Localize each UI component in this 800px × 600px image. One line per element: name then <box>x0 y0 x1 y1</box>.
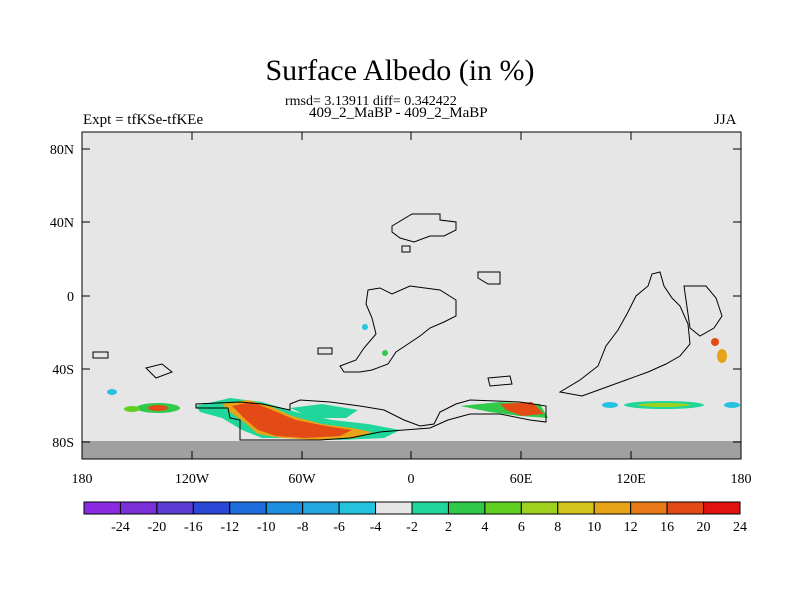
colorbar-label: 8 <box>554 520 561 535</box>
x-tick-label: 180 <box>72 472 93 487</box>
anomaly-region-indian-west <box>602 402 618 408</box>
colorbar: -24 -20 -16 -12 -10 -8 -6 -4 -2 2 4 6 8 10 12 16 20 24 <box>83 501 747 535</box>
colorbar-swatch <box>666 501 705 515</box>
anomaly-region-antarctica-core <box>232 402 352 438</box>
anomaly-region-south-indian-core <box>638 403 690 407</box>
anomaly-region-south-america-south <box>382 350 388 356</box>
colorbar-swatch <box>156 501 194 515</box>
pacific-island-outline <box>145 363 173 379</box>
colorbar-label: 16 <box>660 520 674 535</box>
coastlines <box>92 213 723 441</box>
antarctica-outline <box>195 399 547 441</box>
y-tick-label: 80N <box>50 143 74 158</box>
y-tick-label: 80S <box>52 436 74 451</box>
colorbar-swatch <box>593 501 632 515</box>
x-tick-label: 60W <box>288 472 316 487</box>
colorbar-label: 4 <box>481 520 488 535</box>
colorbar-label: 20 <box>697 520 711 535</box>
experiment-label: Expt = tfKSe-tfKEe <box>83 112 204 128</box>
axis-ticks <box>81 132 742 459</box>
anomaly-region-indian-east <box>724 402 740 408</box>
colorbar-label: -20 <box>148 520 167 535</box>
colorbar-swatch <box>484 501 522 515</box>
colorbar-label: 12 <box>624 520 638 535</box>
anomaly-region-weddell <box>290 404 358 418</box>
colorbar-swatch <box>265 501 304 515</box>
stats-text: rmsd= 3.13911 diff= 0.342422 <box>285 94 457 109</box>
colorbar-swatch <box>229 501 267 515</box>
colorbar-swatch <box>83 501 121 515</box>
anomaly-fields <box>107 324 740 440</box>
colorbar-label: -8 <box>297 520 309 535</box>
season-label: JJA <box>714 112 737 128</box>
colorbar-label: -10 <box>257 520 276 535</box>
northern-outline <box>391 213 457 243</box>
anomaly-region-pacific-west <box>124 406 140 412</box>
west-island-outline <box>92 351 109 359</box>
colorbar-label: 24 <box>733 520 747 535</box>
map-background <box>82 132 741 459</box>
anomaly-region-east-antarctica-core <box>500 402 544 416</box>
colorbar-label: 2 <box>445 520 452 535</box>
missing-data-band <box>82 441 741 459</box>
indian-island-outline <box>487 375 513 387</box>
colorbar-swatch <box>338 501 377 515</box>
x-tick-label: 120E <box>616 472 646 487</box>
colorbar-swatch <box>520 501 559 515</box>
anomaly-region-south-america <box>362 324 368 330</box>
colorbar-swatch <box>447 501 486 515</box>
atlantic-island-outline <box>317 347 333 355</box>
small-island-b <box>477 271 501 285</box>
east-island-outline <box>683 285 723 337</box>
colorbar-label: 10 <box>587 520 601 535</box>
colorbar-swatch <box>411 501 449 515</box>
y-tick-label: 40N <box>50 216 74 231</box>
colorbar-swatch <box>375 501 413 515</box>
colorbar-swatch <box>630 501 668 515</box>
y-tick-label: 40S <box>52 363 74 378</box>
colorbar-label: -12 <box>220 520 239 535</box>
x-tick-label: 0 <box>408 472 415 487</box>
colorbar-swatch <box>703 501 741 515</box>
y-tick-label: 0 <box>67 290 74 305</box>
colorbar-swatch <box>302 501 340 515</box>
colorbar-label: -6 <box>333 520 345 535</box>
colorbar-swatch <box>557 501 595 515</box>
colorbar-swatch <box>192 501 231 515</box>
x-tick-label: 120W <box>175 472 210 487</box>
x-tick-label: 60E <box>510 472 533 487</box>
x-tick-label: 180 <box>731 472 752 487</box>
map-panel: 180 120W 60W 0 60E 120E 180 80N 40N 0 40… <box>50 131 752 487</box>
colorbar-label: -2 <box>406 520 418 535</box>
colorbar-label: -24 <box>111 520 130 535</box>
south-america-africa-outline <box>339 285 457 373</box>
anomaly-region-pacific-core <box>148 405 168 411</box>
colorbar-label: -16 <box>184 520 203 535</box>
plot-subtitle: 409_2_MaBP - 409_2_MaBP <box>309 105 488 121</box>
plot-title: Surface Albedo (in %) <box>265 54 535 87</box>
east-continent-outline <box>558 271 691 397</box>
small-island-a <box>401 245 411 253</box>
colorbar-label: 6 <box>518 520 525 535</box>
colorbar-label: -4 <box>370 520 382 535</box>
anomaly-region-south-pacific <box>107 389 117 395</box>
anomaly-region-oceania-south <box>717 349 727 363</box>
colorbar-swatch <box>119 501 158 515</box>
anomaly-region-oceania <box>711 338 719 346</box>
